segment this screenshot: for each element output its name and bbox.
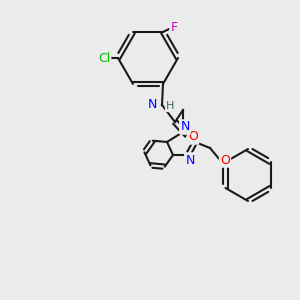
Text: Cl: Cl <box>98 52 110 64</box>
Text: N: N <box>180 121 190 134</box>
Text: N: N <box>148 98 157 112</box>
Text: N: N <box>185 154 195 166</box>
Text: F: F <box>170 20 178 34</box>
Text: H: H <box>166 101 174 111</box>
Text: O: O <box>220 154 230 166</box>
Text: O: O <box>188 130 198 143</box>
